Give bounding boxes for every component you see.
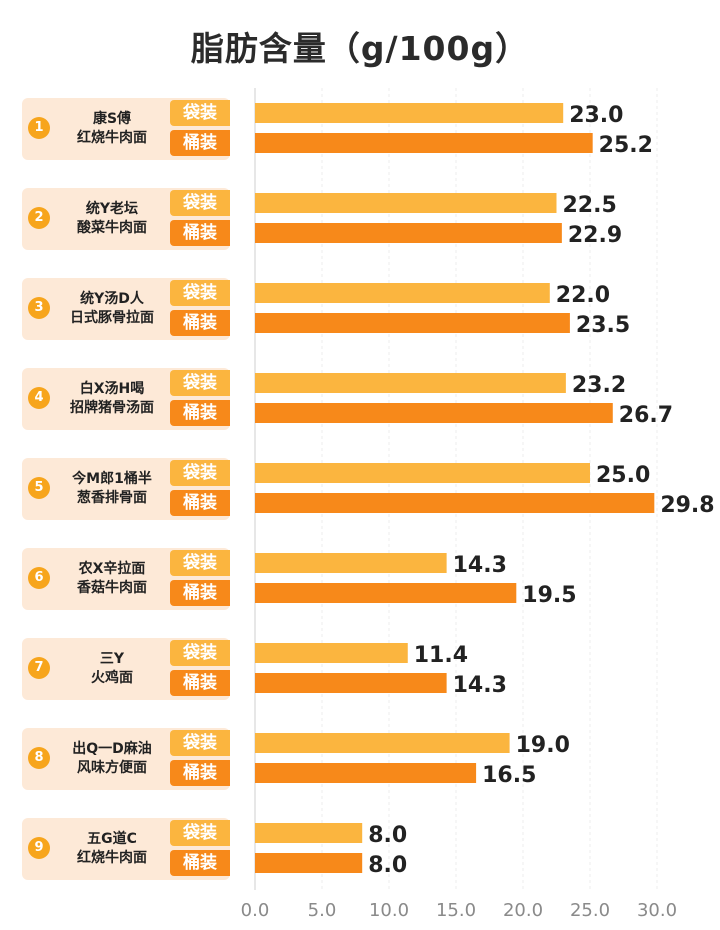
bar-bag (255, 553, 447, 573)
product-flavor: 火鸡面 (91, 670, 133, 686)
product-flavor: 葱香排骨面 (77, 490, 147, 506)
bar-bucket (255, 763, 477, 783)
data-label: 16.5 (482, 763, 536, 788)
product-brand: 统Y老坛 (85, 201, 139, 217)
data-label: 14.3 (453, 673, 507, 698)
x-tick-label: 0.0 (241, 900, 270, 921)
data-label: 11.4 (414, 643, 468, 668)
x-tick-label: 5.0 (308, 900, 337, 921)
data-label: 26.7 (619, 403, 673, 428)
product-flavor: 香菇牛肉面 (77, 580, 147, 596)
series-tag-bucket: 桶装 (170, 670, 230, 696)
series-tag-bag: 袋装 (170, 190, 230, 216)
bar-bucket (255, 493, 655, 513)
series-tag-bucket: 桶装 (170, 580, 230, 606)
series-tag-bucket: 桶装 (170, 220, 230, 246)
bar-bag (255, 463, 590, 483)
rank-badge: 8 (28, 747, 50, 769)
product-brand: 统Y汤D人 (80, 291, 144, 307)
product-brand: 今M郎1桶半 (72, 471, 152, 487)
series-tag-bucket: 桶装 (170, 850, 230, 876)
data-label: 22.5 (563, 193, 617, 218)
category-label: 1 康S傅红烧牛肉面 袋装桶装 (22, 98, 230, 160)
data-label: 29.8 (660, 493, 714, 518)
bar-bucket (255, 223, 562, 243)
series-tag-bucket: 桶装 (170, 400, 230, 426)
data-label: 25.0 (596, 463, 650, 488)
category-label: 3 统Y汤D人日式豚骨拉面 袋装桶装 (22, 278, 230, 340)
product-brand: 出Q一D麻油 (72, 741, 152, 757)
category-label: 6 农X辛拉面香菇牛肉面 袋装桶装 (22, 548, 230, 610)
rank-badge: 4 (28, 387, 50, 409)
bar-bag (255, 193, 557, 213)
bar-bag (255, 373, 566, 393)
series-tag-bag: 袋装 (170, 730, 230, 756)
bar-bag (255, 733, 510, 753)
series-tag-bag: 袋装 (170, 460, 230, 486)
x-tick-label: 25.0 (570, 900, 610, 921)
bar-bucket (255, 313, 570, 333)
category-label: 8 出Q一D麻油 风味方便面 袋装桶装 (22, 728, 230, 790)
data-label: 8.0 (368, 823, 407, 848)
category-label: 7 三Y 火鸡面 袋装桶装 (22, 638, 230, 700)
bar-bag (255, 823, 363, 843)
category-label: 4 白X汤H喝招牌猪骨汤面 袋装桶装 (22, 368, 230, 430)
series-tag-bag: 袋装 (170, 820, 230, 846)
product-brand: 白X汤H喝 (79, 381, 145, 397)
product-flavor: 招牌猪骨汤面 (70, 400, 154, 416)
data-label: 22.9 (568, 223, 622, 248)
chart-title: 脂肪含量（g/100g） (190, 29, 530, 68)
x-tick-label: 10.0 (369, 900, 409, 921)
rank-badge: 1 (28, 117, 50, 139)
product-brand: 五G道C (87, 831, 137, 847)
x-tick-label: 20.0 (503, 900, 543, 921)
data-label: 23.2 (572, 373, 626, 398)
series-tag-bucket: 桶装 (170, 130, 230, 156)
data-label: 19.0 (516, 733, 570, 758)
series-tag-bag: 袋装 (170, 280, 230, 306)
series-tag-bag: 袋装 (170, 640, 230, 666)
rank-badge: 5 (28, 477, 50, 499)
product-flavor: 风味方便面 (77, 760, 147, 776)
x-tick-label: 30.0 (637, 900, 677, 921)
product-flavor: 红烧牛肉面 (77, 850, 147, 866)
series-tag-bag: 袋装 (170, 550, 230, 576)
product-flavor: 酸菜牛肉面 (77, 220, 147, 236)
series-tag-bucket: 桶装 (170, 310, 230, 336)
x-tick-label: 15.0 (436, 900, 476, 921)
data-label: 14.3 (453, 553, 507, 578)
bar-bucket (255, 133, 593, 153)
data-label: 23.0 (569, 103, 623, 128)
product-brand: 康S傅 (92, 111, 132, 127)
rank-badge: 6 (28, 567, 50, 589)
data-label: 19.5 (522, 583, 576, 608)
data-label: 22.0 (556, 283, 610, 308)
data-label: 23.5 (576, 313, 630, 338)
rank-badge: 7 (28, 657, 50, 679)
category-label: 9 五G道C 红烧牛肉面 袋装桶装 (22, 818, 230, 880)
bar-bucket (255, 673, 447, 693)
series-tag-bucket: 桶装 (170, 760, 230, 786)
rank-badge: 9 (28, 837, 50, 859)
category-label: 2 统Y老坛酸菜牛肉面 袋装桶装 (22, 188, 230, 250)
series-tag-bucket: 桶装 (170, 490, 230, 516)
rank-badge: 3 (28, 297, 50, 319)
bar-bucket (255, 583, 517, 603)
bar-bag (255, 283, 550, 303)
data-label: 25.2 (599, 133, 653, 158)
bar-bag (255, 103, 564, 123)
bar-bucket (255, 853, 363, 873)
product-flavor: 日式豚骨拉面 (70, 310, 154, 326)
bar-bucket (255, 403, 613, 423)
series-tag-bag: 袋装 (170, 370, 230, 396)
product-flavor: 红烧牛肉面 (77, 130, 147, 146)
product-brand: 农X辛拉面 (78, 561, 146, 577)
data-label: 8.0 (368, 853, 407, 878)
category-label: 5 今M郎1桶半 葱香排骨面 袋装桶装 (22, 458, 230, 520)
series-tag-bag: 袋装 (170, 100, 230, 126)
rank-badge: 2 (28, 207, 50, 229)
product-brand: 三Y (99, 651, 125, 667)
bar-bag (255, 643, 408, 663)
